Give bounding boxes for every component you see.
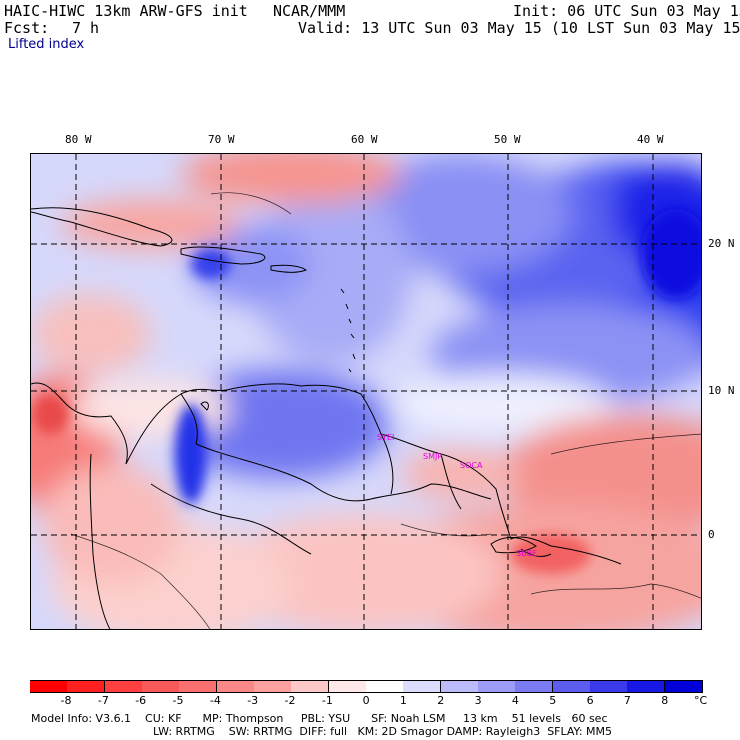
colorbar-unit: °C [694, 694, 708, 707]
lon-label-40w: 40 W [637, 133, 664, 146]
contours [70, 192, 701, 629]
model-info-line-2: LW: RRTMG SW: RRTMG DIFF: full KM: 2D Sm… [153, 725, 613, 738]
colorbar-segment [403, 680, 442, 693]
colorbar-segment [104, 680, 143, 693]
colorbar-segment [216, 680, 255, 693]
station-label-smjp: SMJP [423, 452, 443, 461]
colorbar-segment [291, 680, 330, 693]
colorbar-segment [440, 680, 479, 693]
colorbar-tick-label: 6 [586, 694, 594, 707]
colorbar-tick-label: 2 [437, 694, 445, 707]
colorbar-tick-label: 0 [362, 694, 370, 707]
valid-time: Valid: 13 UTC Sun 03 May 15 (10 LST Sun … [298, 19, 740, 37]
lat-label-10n: 10 N [708, 384, 735, 397]
organization: NCAR/MMM [273, 2, 346, 20]
colorbar-tick-label: -8 [60, 694, 72, 707]
lat-label-20n: 20 N [708, 237, 735, 250]
station-label-soca: SOCA [460, 461, 483, 470]
colorbar-tick-label: -2 [284, 694, 296, 707]
lifted-index-map [30, 153, 702, 630]
colorbar-segment [627, 680, 666, 693]
colorbar-tick-label: -3 [247, 694, 259, 707]
coastlines [31, 207, 622, 629]
colorbar-tick-label: -5 [172, 694, 184, 707]
station-label-syei: SYEI [377, 433, 395, 442]
colorbar-tick-label: -6 [135, 694, 147, 707]
field-name: Lifted index [8, 37, 85, 52]
colorbar-segment [590, 680, 628, 693]
forecast-hour: 7 h [72, 19, 100, 37]
lon-label-80w: 80 W [65, 133, 92, 146]
colorbar-segment [142, 680, 180, 693]
colorbar-segment [179, 680, 218, 693]
colorbar-tick-label: 3 [474, 694, 482, 707]
forecast-label: Fcst: [4, 19, 50, 37]
colorbar-tick-label: 5 [549, 694, 557, 707]
map-canvas [31, 154, 701, 629]
init-time: Init: 06 UTC Sun 03 May 15 [513, 2, 740, 20]
colorbar-tick-label: 7 [623, 694, 631, 707]
lon-label-50w: 50 W [494, 133, 521, 146]
lon-label-60w: 60 W [351, 133, 378, 146]
colorbar-tick-label: -1 [321, 694, 333, 707]
station-label-sbbe: SBBE [516, 549, 538, 558]
lon-label-70w: 70 W [208, 133, 235, 146]
lat-label-0: 0 [708, 528, 715, 541]
colorbar-tick-label: -4 [209, 694, 221, 707]
colorbar-segment [515, 680, 554, 693]
graticule [31, 154, 701, 629]
colorbar-segment [552, 680, 591, 693]
model-title: HAIC-HIWC 13km ARW-GFS init [4, 2, 248, 20]
colorbar-segment [67, 680, 106, 693]
colorbar-tick-label: 4 [511, 694, 519, 707]
model-info-line-1: Model Info: V3.6.1 CU: KF MP: Thompson P… [31, 712, 608, 725]
colorbar-tick-label: 1 [399, 694, 407, 707]
colorbar-segment [478, 680, 516, 693]
colorbar-segment [328, 680, 367, 693]
colorbar-tick-label: -7 [97, 694, 109, 707]
colorbar-segment [664, 680, 703, 693]
colorbar-segment [366, 680, 404, 693]
colorbar-segment [30, 680, 68, 693]
colorbar-tick-label: 8 [661, 694, 669, 707]
colorbar-segment [254, 680, 292, 693]
